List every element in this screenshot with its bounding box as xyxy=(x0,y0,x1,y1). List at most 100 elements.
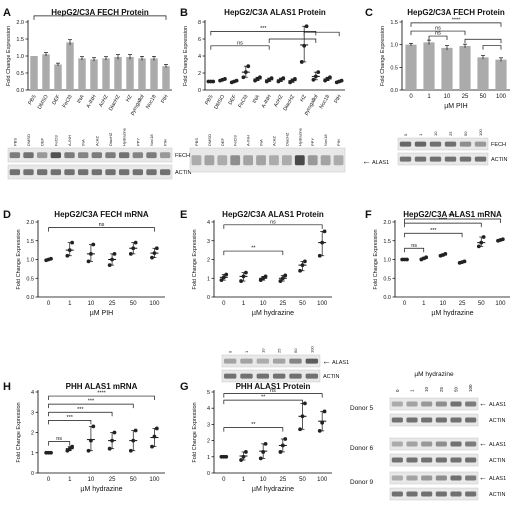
x-tick-label: AcHZ xyxy=(98,94,110,108)
data-point xyxy=(281,76,286,80)
y-axis-label: Fold Change Expression xyxy=(380,26,386,86)
data-point xyxy=(280,276,285,281)
data-point xyxy=(261,450,266,454)
significance-label: **** xyxy=(448,214,457,220)
bar xyxy=(423,42,435,90)
y-tick-label: 2.0 xyxy=(26,220,34,226)
data-point xyxy=(476,244,481,249)
x-tick-label: 0 xyxy=(222,477,226,483)
blot-lane-label: 1 xyxy=(410,389,415,392)
panel-letter: E xyxy=(180,209,187,221)
y-tick-label: 0.5 xyxy=(26,276,34,282)
data-point xyxy=(110,257,114,262)
x-tick-label: 10 xyxy=(260,477,267,483)
y-tick-label: 6 xyxy=(198,37,201,43)
significance-label: **** xyxy=(97,391,106,397)
data-point xyxy=(150,255,154,260)
significance-label: **** xyxy=(439,218,448,224)
blot-strip xyxy=(397,152,489,166)
blot-band-label: ALAS1 xyxy=(332,360,349,366)
blot-lane-label: 25 xyxy=(448,131,453,136)
blot-band xyxy=(391,401,403,407)
bar xyxy=(459,46,471,90)
data-point xyxy=(243,70,248,75)
blot-band xyxy=(23,152,34,159)
blot-band xyxy=(223,358,237,364)
blot-lane-label: PIH xyxy=(336,139,341,146)
blot-band xyxy=(450,441,462,447)
blot-strip xyxy=(389,437,479,451)
data-point xyxy=(86,448,91,453)
blot-band xyxy=(159,152,171,159)
x-tick-label: DMSO xyxy=(37,94,50,110)
x-tick-label: PBS xyxy=(204,94,215,106)
blot-band xyxy=(146,152,157,159)
data-point xyxy=(500,237,505,242)
arrow-icon: ← xyxy=(479,439,487,448)
data-point xyxy=(239,279,244,283)
blot-lane-label: DiacHZ xyxy=(284,132,289,146)
blot-band xyxy=(465,441,477,447)
blot-band xyxy=(450,491,462,497)
y-tick-label: 3 xyxy=(31,410,34,416)
x-tick-label: 25 xyxy=(109,477,116,483)
blot-band xyxy=(450,417,462,423)
blot-band xyxy=(281,155,292,166)
data-point xyxy=(219,278,224,283)
donor-label: Donor 5 xyxy=(350,405,374,412)
bar xyxy=(495,59,507,90)
y-tick-label: 2 xyxy=(207,439,210,445)
blot-band xyxy=(465,475,477,481)
blot-band xyxy=(64,169,75,176)
blot-band xyxy=(289,373,302,379)
significance-bracket xyxy=(48,420,92,425)
blot-lane-label: 1 xyxy=(418,133,423,136)
blot-band xyxy=(474,156,487,162)
data-point xyxy=(150,444,154,449)
data-point xyxy=(280,443,285,448)
blot-band xyxy=(159,169,171,176)
data-point xyxy=(278,450,283,454)
x-tick-label: INA xyxy=(76,94,86,105)
panel-letter: H xyxy=(3,381,11,393)
blot-strip xyxy=(389,487,479,501)
y-axis-label: Fold Change Expression xyxy=(16,229,22,289)
data-point xyxy=(298,268,302,273)
x-tick-label: DEF xyxy=(228,94,238,106)
x-tick-label: HZ xyxy=(125,94,134,103)
significance-label: ns xyxy=(435,26,441,32)
y-axis-label: Fold Change Expression xyxy=(192,229,198,289)
data-point xyxy=(131,438,136,443)
data-point xyxy=(128,251,133,256)
bar xyxy=(42,54,50,90)
blot-strip xyxy=(221,354,321,368)
blot-band xyxy=(256,155,266,166)
data-point xyxy=(67,248,72,253)
panel-F: F HepG2/C3A ALAS1 mRNA 0.0 0.5 1.0 1.5 2.0 Fold… xyxy=(365,209,510,317)
blot-lane-label: PBS xyxy=(12,138,17,146)
blot-band xyxy=(459,156,472,162)
blot-band xyxy=(146,169,157,176)
significance-bracket xyxy=(210,31,317,36)
x-tick-label: 1 xyxy=(422,301,426,307)
blot-band xyxy=(414,156,427,162)
x-tick-label: 10 xyxy=(440,301,447,307)
blot-band xyxy=(399,156,412,162)
y-tick-label: 1.5 xyxy=(16,37,24,43)
panel-letter: D xyxy=(3,209,11,221)
blot-band xyxy=(91,169,103,176)
blot-band-label: FECH xyxy=(175,153,190,159)
y-tick-label: 1 xyxy=(207,455,210,461)
data-point xyxy=(112,251,117,256)
y-tick-label: 2 xyxy=(198,71,201,77)
y-tick-label: 8 xyxy=(198,20,201,26)
data-point xyxy=(293,77,297,81)
x-tick-label: 100 xyxy=(149,301,160,307)
bar xyxy=(78,58,86,90)
y-tick-label: 0.0 xyxy=(16,88,24,94)
x-tick-label: PIH xyxy=(160,94,170,105)
blot-band xyxy=(105,169,116,176)
x-tick-label: 0 xyxy=(403,301,407,307)
